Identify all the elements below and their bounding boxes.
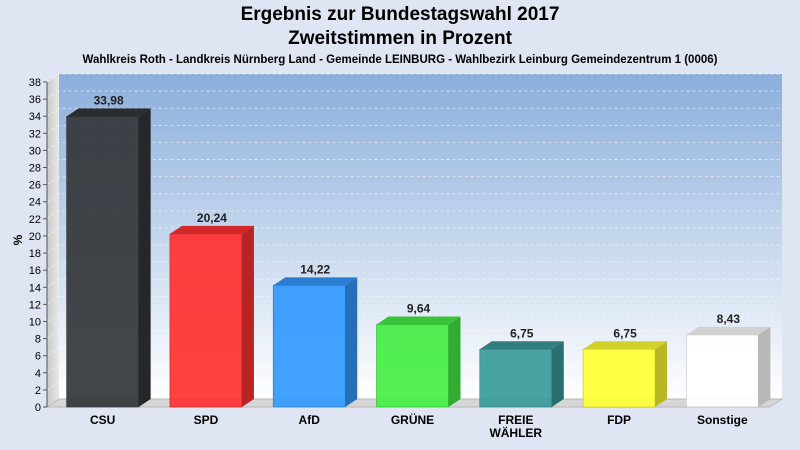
bar-5 (582, 348, 656, 408)
y-tick-label: 2 (35, 385, 41, 397)
gridline (46, 312, 782, 322)
bar-side-2 (345, 277, 358, 407)
y-tick-label: 28 (29, 163, 41, 175)
y-tick-label: 0 (35, 402, 41, 414)
bar-side-3 (448, 316, 461, 407)
x-tick-label-5: FDP (607, 413, 631, 427)
y-tick-label: 24 (29, 197, 41, 209)
y-tick-label: 34 (29, 111, 41, 123)
gridline (46, 141, 782, 151)
bar-top-4 (479, 341, 564, 350)
bar-top-0 (66, 108, 151, 117)
y-tick-label: 26 (29, 180, 41, 192)
gridline (46, 330, 782, 339)
bar-side-5 (655, 341, 668, 407)
x-tick-label-4: FREIE (498, 413, 533, 427)
x-tick-label-1: SPD (194, 413, 219, 427)
bar-side-1 (241, 225, 254, 407)
bar-0 (66, 116, 139, 408)
bar-top-6 (686, 326, 771, 335)
x-tick-label-2: AfD (299, 413, 321, 427)
gridline (46, 90, 782, 100)
gridline (46, 107, 782, 117)
gridline (46, 73, 782, 83)
y-tick-label: 10 (29, 316, 41, 328)
y-tick-label: 18 (29, 248, 41, 260)
y-tick-label: 38 (29, 77, 41, 89)
data-label-5: 6,75 (613, 326, 637, 340)
gridline (46, 227, 782, 237)
gridline (46, 210, 782, 220)
y-tick-label: 30 (29, 145, 41, 157)
x-tick-label-3: GRÜNE (391, 412, 434, 427)
bar-top-5 (583, 341, 668, 350)
y-tick-label: 6 (35, 351, 41, 363)
gridline (46, 364, 782, 374)
y-tick-label: 36 (29, 94, 41, 106)
gridline (46, 347, 782, 357)
bar-6 (686, 334, 759, 408)
y-tick-label: 14 (29, 282, 41, 294)
data-label-4: 6,75 (510, 326, 534, 340)
data-label-6: 8,43 (717, 312, 741, 326)
gridline (46, 261, 782, 271)
data-label-0: 33,98 (94, 93, 124, 107)
bar-side-0 (138, 108, 151, 407)
x-tick-label-0: CSU (90, 413, 115, 427)
bar-2 (272, 285, 346, 408)
bar-side-6 (758, 326, 771, 407)
y-axis-label: % (11, 234, 25, 245)
data-label-1: 20,24 (197, 211, 227, 225)
y-tick-label: 16 (29, 265, 41, 277)
bar-top-1 (169, 225, 254, 234)
bar-4 (479, 348, 553, 408)
gridline (46, 295, 782, 305)
bar-3 (376, 324, 449, 408)
chart-subtitle: Zweitstimmen in Prozent (288, 28, 512, 49)
gridline (46, 124, 782, 134)
chart-description: Wahlkreis Roth - Landkreis Nürnberg Land… (82, 54, 718, 66)
bar-top-2 (273, 277, 358, 286)
gridline (46, 193, 782, 203)
data-label-3: 9,64 (407, 302, 431, 316)
bar-top-3 (376, 316, 461, 325)
plot-side-wall (47, 74, 59, 407)
bar-1 (169, 233, 243, 408)
bar-side-4 (551, 341, 564, 407)
gridline (46, 244, 782, 254)
x-tick-label-6: Sonstige (697, 413, 748, 427)
gridline (46, 381, 782, 391)
y-tick-label: 20 (29, 231, 41, 243)
y-tick-label: 22 (29, 214, 41, 226)
gridline (46, 176, 782, 186)
data-label-2: 14,22 (300, 262, 330, 276)
chart-title: Ergebnis zur Bundestagswahl 2017 (240, 4, 560, 25)
gridline (46, 278, 782, 288)
y-tick-label: 12 (29, 299, 41, 311)
y-tick-label: 4 (35, 368, 41, 380)
x-tick-label-4-line1: WÄHLER (489, 425, 542, 440)
y-tick-label: 8 (35, 334, 41, 346)
y-tick-label: 32 (29, 128, 41, 140)
gridline (46, 159, 782, 168)
